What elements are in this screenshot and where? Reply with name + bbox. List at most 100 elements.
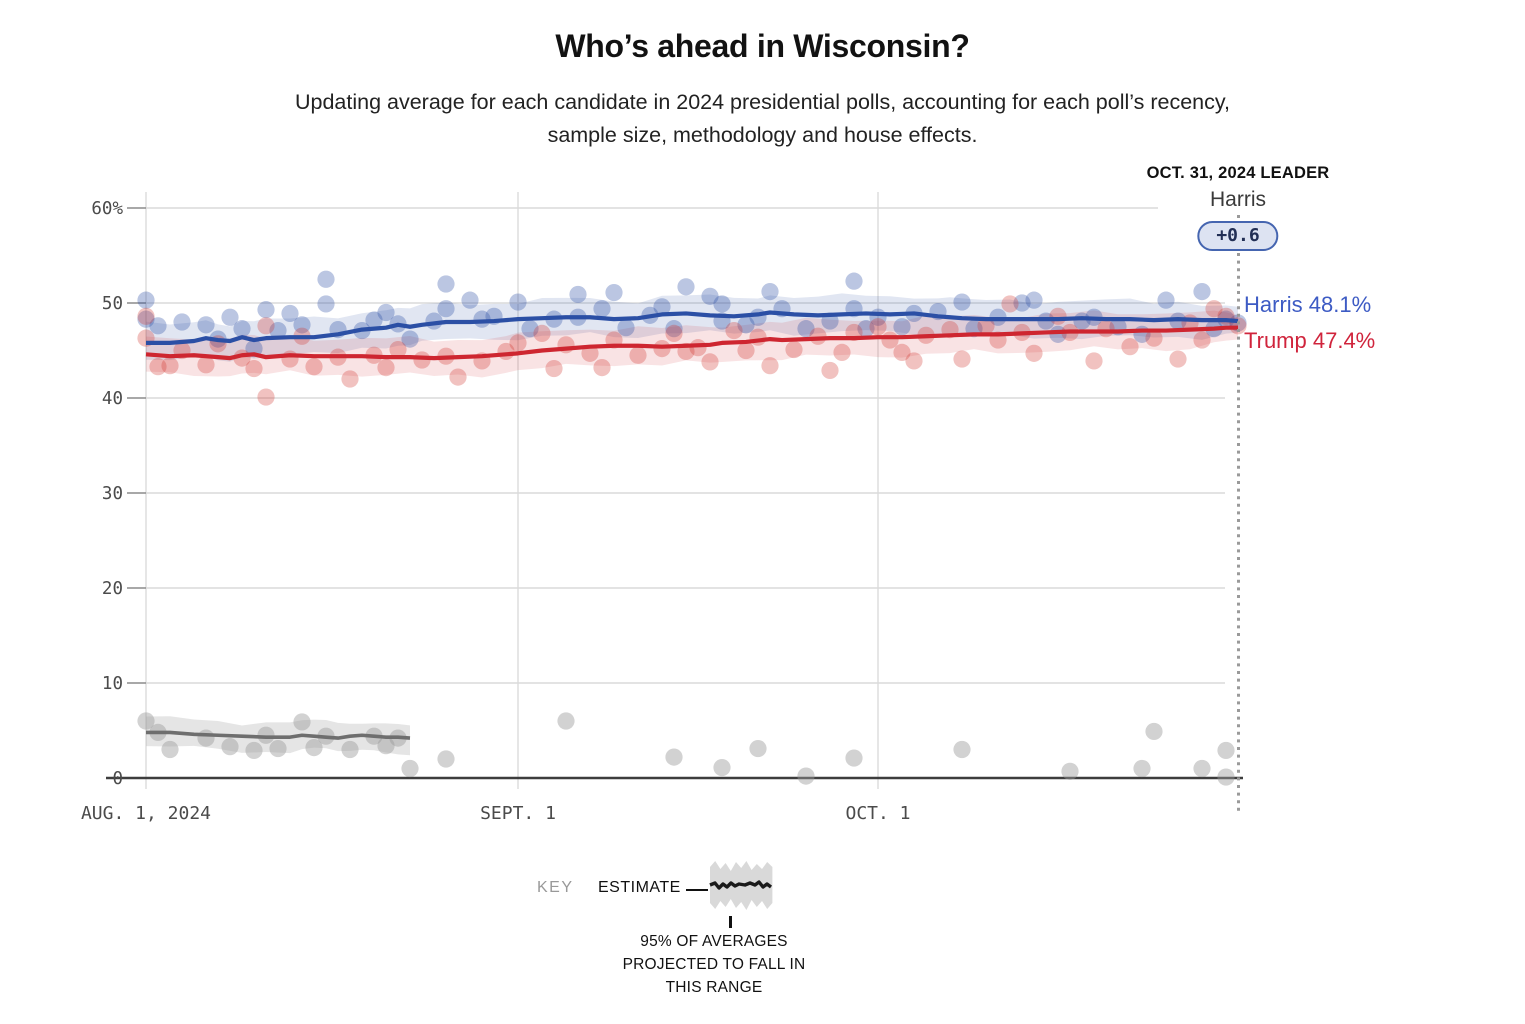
harris-poll-dot — [137, 291, 155, 309]
harris-poll-dot — [461, 291, 479, 309]
harris-poll-dot — [197, 316, 215, 334]
harris-poll-dot — [269, 321, 287, 340]
harris-poll-dot — [713, 295, 731, 313]
other-poll-dot — [341, 740, 359, 759]
trump-poll-dot — [1097, 320, 1115, 338]
y-tick-label: 50 — [102, 294, 123, 314]
trump-poll-dot — [149, 358, 167, 376]
trump-poll-dot — [545, 359, 563, 378]
trump-poll-dot — [1085, 352, 1103, 370]
trump-poll-dot — [665, 324, 683, 342]
harris-poll-dot — [797, 320, 815, 338]
other-poll-dot — [845, 749, 863, 767]
trump-trend-line — [145, 325, 1238, 361]
trump-poll-dot — [1205, 300, 1223, 318]
harris-poll-dot — [677, 278, 695, 296]
trump-poll-dot — [281, 350, 299, 368]
trump-poll-dot — [1193, 331, 1211, 349]
harris-poll-dot — [437, 275, 455, 293]
harris-poll-dot — [221, 308, 239, 326]
key-note-line-1: 95% OF AVERAGES — [640, 933, 788, 950]
harris-poll-dot — [521, 320, 539, 338]
other-poll-dot — [1133, 759, 1151, 778]
trump-poll-dot — [725, 321, 743, 340]
harris-poll-dot — [665, 320, 683, 338]
key-note-line-2: PROJECTED TO FALL IN — [622, 956, 806, 973]
trump-poll-dot — [1049, 307, 1067, 325]
trump-poll-dot — [1169, 350, 1187, 368]
x-tick-label: SEPT. 1 — [480, 803, 556, 824]
other-poll-dot — [137, 712, 155, 730]
harris-poll-dot — [845, 272, 863, 290]
other-poll-dot — [953, 740, 971, 759]
other-poll-dot — [1061, 762, 1079, 780]
key-range-tick — [729, 916, 732, 928]
trump-poll-dot — [737, 341, 755, 360]
trump-poll-dot — [137, 307, 155, 325]
harris-poll-dot — [1193, 283, 1211, 301]
trump-poll-dot — [257, 388, 275, 406]
trump-poll-dot — [785, 340, 803, 359]
other-poll-dot — [749, 739, 767, 758]
leader-margin-badge: +0.6 — [1197, 221, 1279, 251]
harris-end-label: Harris 48.1% — [1244, 292, 1372, 317]
trump-poll-dot — [389, 340, 407, 359]
trump-poll-dot — [1145, 329, 1163, 347]
harris-poll-dot — [257, 301, 275, 319]
trump-poll-dot — [305, 358, 323, 376]
other-poll-dot — [197, 729, 215, 747]
harris-poll-dot — [281, 304, 299, 323]
other-poll-dot — [377, 737, 395, 755]
x-tick-label: OCT. 1 — [845, 803, 910, 824]
trump-poll-dot — [449, 368, 467, 386]
other-poll-dot — [1217, 768, 1235, 786]
harris-poll-dot — [953, 293, 971, 311]
trump-poll-dot — [869, 318, 887, 336]
trump-poll-dot — [629, 346, 647, 364]
other-poll-dot — [797, 767, 815, 785]
other-poll-dot — [1217, 741, 1235, 760]
key-estimate-icon — [709, 861, 773, 910]
other-trend-line — [146, 730, 411, 740]
trump-end-label: Trump 47.4% — [1244, 328, 1376, 353]
trump-poll-dot — [161, 357, 179, 375]
other-poll-dot — [401, 759, 419, 778]
trump-poll-dot — [833, 343, 851, 361]
trump-poll-dot — [761, 357, 779, 375]
other-poll-dot — [713, 758, 731, 777]
trump-poll-dot — [509, 334, 527, 352]
harris-poll-dot — [605, 283, 623, 302]
harris-poll-dot — [761, 283, 779, 301]
harris-poll-dot — [293, 316, 311, 334]
key-note: 95% OF AVERAGES PROJECTED TO FALL IN THI… — [564, 930, 864, 999]
harris-poll-dot — [569, 285, 587, 304]
harris-poll-dot — [701, 287, 719, 305]
harris-poll-dot — [137, 310, 155, 328]
harris-poll-dot — [317, 295, 335, 313]
trump-poll-dot — [1001, 295, 1019, 313]
trump-poll-dot — [257, 317, 275, 335]
key-connector-line — [686, 889, 708, 891]
trump-poll-dot — [893, 343, 911, 361]
harris-poll-dot — [857, 320, 875, 338]
trump-poll-dot — [593, 359, 611, 377]
trump-poll-dot — [701, 353, 719, 371]
x-tick-label: AUG. 1, 2024 — [81, 803, 211, 824]
chart-subtitle: Updating average for each candidate in 2… — [0, 86, 1525, 152]
trump-poll-dot — [1025, 344, 1043, 362]
harris-poll-dot — [593, 300, 611, 318]
plot-area[interactable] — [146, 192, 1238, 778]
y-tick-label: 20 — [102, 579, 123, 599]
harris-poll-dot — [401, 330, 419, 348]
other-poll-dot — [269, 739, 287, 758]
leader-name: Harris — [1210, 188, 1266, 211]
trump-poll-dot — [905, 352, 923, 370]
y-tick-label: 0 — [112, 769, 123, 789]
harris-poll-dot — [317, 270, 335, 288]
key-label: KEY — [537, 879, 574, 896]
harris-poll-dot — [509, 293, 527, 311]
harris-trend-line — [146, 310, 1239, 345]
y-tick-label: 40 — [102, 389, 123, 409]
trump-poll-dot — [197, 356, 215, 374]
